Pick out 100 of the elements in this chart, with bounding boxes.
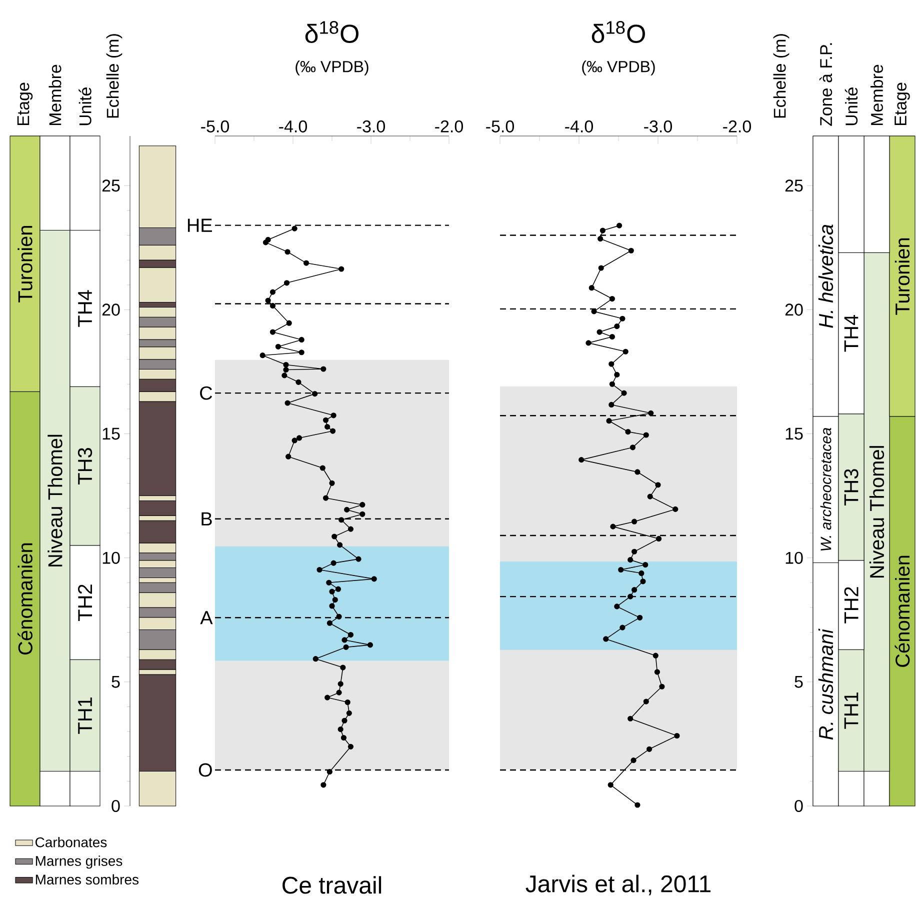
point (630, 444, 636, 450)
point (659, 684, 665, 690)
y-tick-label: 0 (794, 800, 803, 812)
legend-label: Carbonates (36, 836, 107, 848)
data-label: TH1 (844, 692, 858, 729)
point (609, 334, 615, 340)
data-label: Turonien (894, 238, 910, 315)
x-tick-label: Etage (17, 82, 33, 126)
data-label: R. cushmani (818, 628, 834, 740)
point (648, 410, 654, 416)
chart-subtitle: (‰ VPDB) (296, 60, 368, 76)
point (588, 285, 594, 291)
data-label: TH4 (844, 314, 858, 352)
point (674, 732, 680, 739)
point (609, 381, 615, 387)
point (655, 482, 661, 488)
point (618, 566, 624, 573)
point (614, 604, 620, 610)
data-label: Niveau Thomel (869, 446, 884, 578)
point (643, 432, 649, 438)
point (608, 402, 614, 408)
ref-line-label: HE (188, 218, 212, 232)
point (600, 228, 606, 234)
data-label: Niveau Thomel (48, 434, 62, 566)
point (656, 536, 662, 542)
point (634, 802, 640, 808)
point (647, 494, 653, 500)
y-tick-label: 10 (102, 552, 120, 564)
data-label: TH2 (78, 584, 92, 621)
y-tick-label: 10 (786, 552, 803, 564)
ref-line-label: C (200, 386, 212, 400)
point (610, 524, 616, 530)
y-tick-label: 20 (102, 304, 120, 316)
x-tick-label: -5.0 (486, 120, 514, 132)
data-label: TH4 (78, 290, 92, 327)
point (606, 418, 612, 424)
x-tick-label: -3.0 (644, 120, 672, 132)
point (628, 594, 634, 600)
point (608, 361, 614, 367)
chart-subtitle: (‰ VPDB) (582, 60, 655, 76)
point (578, 457, 584, 463)
y-tick-label: 0 (112, 800, 120, 812)
x-tick-label: -3.0 (357, 120, 385, 132)
point (628, 557, 634, 563)
point (637, 614, 643, 620)
point (628, 248, 634, 254)
chart-title: δ$^{18}$O (592, 21, 645, 43)
data-label: TH3 (844, 469, 858, 506)
x-tick-label: -2.0 (723, 120, 751, 132)
legend-label: Marnes grises (36, 856, 122, 869)
point (632, 587, 638, 593)
data-label: TH3 (78, 448, 92, 484)
chart-title: δ$^{18}$O (305, 21, 358, 43)
point (620, 316, 626, 322)
ref-line-label: B (202, 512, 212, 526)
y-axis-title: Echelle (m) (773, 34, 790, 118)
x-tick-label: Membre (48, 64, 62, 126)
point (672, 506, 678, 512)
point (625, 428, 631, 435)
ref-line-label: O (198, 763, 212, 777)
y-axis-title: Echelle (m) (106, 34, 122, 118)
text: Jarvis et al., 2011 (526, 874, 710, 896)
data-label: Cénomanien (894, 556, 910, 667)
point (614, 324, 620, 330)
data-label: TH2 (844, 587, 858, 624)
x-tick-label: Zone à F.P. (819, 43, 832, 126)
point (616, 222, 622, 228)
legend-label: Marnes sombres (36, 874, 139, 885)
point (652, 652, 658, 658)
point (621, 390, 627, 396)
point (630, 758, 636, 764)
y-tick-label: 5 (112, 676, 120, 688)
point (598, 236, 604, 242)
data-label: Turonien (18, 226, 32, 302)
point (643, 698, 649, 704)
point (642, 562, 648, 568)
ref-line-label: A (200, 611, 213, 624)
point (622, 348, 628, 354)
point (596, 329, 602, 335)
data-label: W. archeocretacea (820, 428, 832, 551)
data-label: TH1 (78, 697, 92, 734)
y-tick-label: 20 (785, 304, 803, 316)
data-label: Cénomanien (18, 543, 32, 654)
point (628, 716, 634, 722)
point (640, 578, 646, 584)
text: Ce travail (282, 876, 382, 894)
point (614, 372, 620, 378)
x-tick-label: -2.0 (435, 120, 463, 132)
x-tick-label: Etage (894, 82, 910, 126)
point (634, 469, 640, 475)
point (609, 296, 615, 302)
x-tick-label: -4.0 (565, 120, 593, 132)
point (632, 548, 638, 554)
y-tick-label: 15 (102, 428, 120, 440)
point (654, 669, 660, 675)
y-tick-label: 25 (785, 180, 803, 192)
y-tick-label: 15 (786, 428, 803, 440)
x-tick-label: Unité (78, 88, 92, 126)
point (608, 782, 614, 788)
point (598, 265, 604, 271)
